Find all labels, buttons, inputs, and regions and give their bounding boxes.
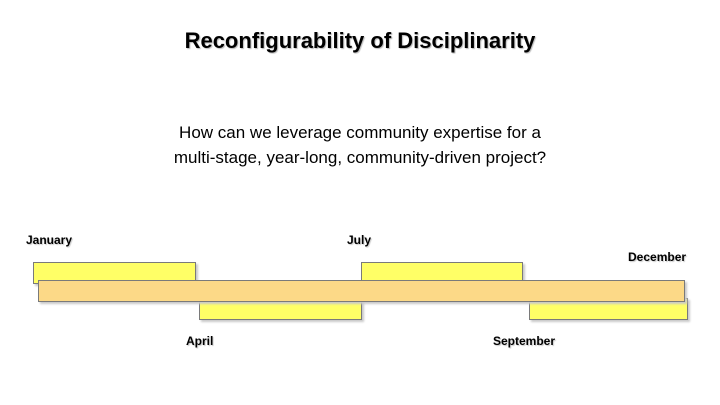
- year-long-bar: [38, 280, 685, 302]
- month-label-july: July: [347, 233, 372, 247]
- month-label-january: January: [26, 233, 73, 247]
- month-label-september: September: [493, 334, 556, 348]
- question-line-2: multi-stage, year-long, community-driven…: [173, 148, 547, 167]
- question-line-1: How can we leverage community expertise …: [179, 123, 541, 142]
- month-label-december: December: [628, 250, 687, 264]
- month-label-april: April: [186, 334, 214, 348]
- slide-title: Reconfigurability of Disciplinarity: [184, 28, 536, 53]
- slide-question: How can we leverage community expertise …: [0, 120, 720, 170]
